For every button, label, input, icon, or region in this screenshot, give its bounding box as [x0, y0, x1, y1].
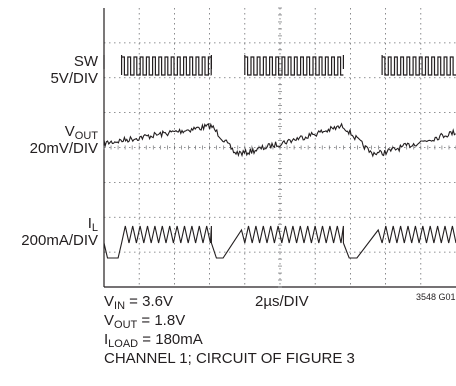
scope-traces	[103, 55, 456, 259]
sw-channel-label: SW 5V/DIV	[50, 53, 98, 87]
condition-iload: ILOAD = 180mA	[104, 331, 203, 350]
condition-vin: VIN = 3.6V	[104, 293, 173, 312]
il-scale: 200mA/DIV	[21, 232, 98, 249]
sw-name: SW	[73, 53, 98, 70]
il-channel-label: IL 200mA/DIV	[21, 215, 98, 249]
vout-trace	[103, 122, 456, 158]
vout-scale: 20mV/DIV	[29, 140, 98, 157]
sw-scale: 5V/DIV	[50, 70, 98, 87]
vout-channel-label: VOUT 20mV/DIV	[29, 123, 98, 157]
scope-grid	[103, 7, 456, 288]
figure-code: 3548 G01	[416, 292, 456, 302]
condition-circuit: CHANNEL 1; CIRCUIT OF FIGURE 3	[104, 350, 355, 367]
timebase-label: 2µs/DIV	[255, 293, 309, 310]
il-trace	[103, 225, 456, 259]
condition-vout: VOUT = 1.8V	[104, 312, 186, 331]
sw-trace	[103, 55, 456, 76]
